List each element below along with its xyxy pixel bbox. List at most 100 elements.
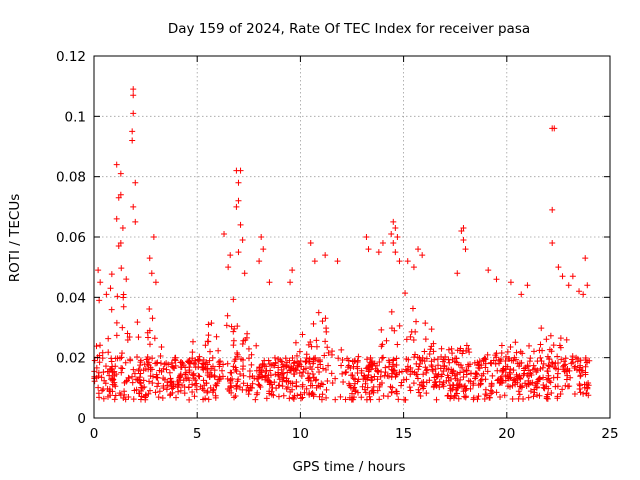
data-point bbox=[263, 374, 270, 381]
data-point bbox=[275, 393, 282, 400]
data-point bbox=[476, 365, 483, 372]
data-point bbox=[130, 86, 137, 93]
data-point bbox=[547, 332, 554, 339]
data-point bbox=[296, 348, 303, 355]
data-point bbox=[584, 359, 591, 366]
data-point bbox=[117, 240, 124, 247]
data-point bbox=[421, 348, 428, 355]
data-point bbox=[411, 369, 418, 376]
data-point bbox=[246, 373, 253, 380]
data-point bbox=[378, 355, 385, 362]
data-point bbox=[474, 359, 481, 366]
data-point bbox=[584, 282, 591, 289]
data-point bbox=[121, 388, 128, 395]
data-point bbox=[100, 386, 107, 393]
data-point bbox=[241, 270, 248, 277]
data-point bbox=[403, 367, 410, 374]
data-point bbox=[145, 390, 152, 397]
data-point bbox=[230, 328, 237, 335]
data-point bbox=[369, 376, 376, 383]
data-point bbox=[289, 386, 296, 393]
data-point bbox=[103, 291, 110, 298]
data-point bbox=[231, 358, 238, 365]
data-point bbox=[125, 393, 132, 400]
data-point bbox=[297, 358, 304, 365]
data-point bbox=[365, 246, 372, 253]
data-point bbox=[404, 258, 411, 265]
data-point bbox=[307, 377, 314, 384]
data-point bbox=[572, 363, 579, 370]
data-point bbox=[571, 391, 578, 398]
data-point bbox=[577, 389, 584, 396]
data-point bbox=[155, 394, 162, 401]
data-point bbox=[164, 382, 171, 389]
data-point bbox=[543, 383, 550, 390]
data-point bbox=[540, 374, 547, 381]
data-point bbox=[112, 392, 119, 399]
data-point bbox=[526, 342, 533, 349]
data-point bbox=[145, 334, 152, 341]
data-point bbox=[139, 384, 146, 391]
data-point bbox=[527, 388, 534, 395]
data-point bbox=[462, 385, 469, 392]
data-point bbox=[410, 264, 417, 271]
data-point bbox=[239, 341, 246, 348]
data-point bbox=[338, 346, 345, 353]
data-point bbox=[449, 350, 456, 357]
data-point bbox=[430, 340, 437, 347]
data-point bbox=[332, 375, 339, 382]
data-point bbox=[115, 194, 122, 201]
data-point bbox=[354, 370, 361, 376]
data-point bbox=[454, 270, 461, 277]
data-point bbox=[486, 394, 493, 401]
data-point bbox=[307, 240, 314, 247]
data-point bbox=[322, 315, 329, 322]
data-point bbox=[163, 360, 170, 367]
data-point bbox=[346, 394, 353, 401]
data-point bbox=[258, 369, 265, 376]
data-point bbox=[368, 377, 375, 384]
data-point bbox=[449, 370, 456, 377]
data-point bbox=[134, 353, 141, 360]
data-point bbox=[383, 337, 390, 344]
data-point bbox=[122, 359, 129, 366]
data-point bbox=[214, 380, 221, 387]
data-point bbox=[118, 265, 125, 272]
data-point bbox=[395, 396, 402, 403]
data-point bbox=[146, 378, 153, 385]
data-point bbox=[488, 381, 495, 388]
data-point bbox=[170, 364, 177, 371]
data-point bbox=[355, 353, 362, 360]
data-point bbox=[299, 381, 306, 388]
data-point bbox=[573, 354, 580, 361]
y-tick-label: 0.08 bbox=[56, 170, 86, 186]
data-point bbox=[104, 368, 111, 375]
data-point bbox=[109, 363, 116, 370]
data-point bbox=[299, 331, 306, 338]
data-point bbox=[96, 297, 103, 304]
data-point bbox=[245, 345, 252, 352]
data-point bbox=[129, 373, 136, 380]
data-point bbox=[415, 366, 422, 373]
data-point bbox=[363, 365, 370, 372]
data-point bbox=[168, 359, 175, 366]
data-point bbox=[543, 336, 550, 343]
data-point bbox=[182, 364, 189, 371]
data-point bbox=[394, 341, 401, 348]
data-point bbox=[283, 375, 290, 382]
data-point bbox=[268, 362, 275, 369]
data-point bbox=[537, 354, 544, 361]
data-point bbox=[95, 390, 102, 397]
data-point bbox=[186, 396, 193, 403]
data-point bbox=[156, 388, 163, 395]
data-point bbox=[136, 379, 143, 386]
x-tick-label: 5 bbox=[193, 426, 202, 442]
data-point bbox=[506, 369, 513, 376]
data-point bbox=[405, 356, 412, 363]
data-point bbox=[93, 364, 100, 371]
data-point bbox=[358, 394, 365, 401]
data-point bbox=[391, 367, 398, 374]
data-point bbox=[99, 387, 106, 394]
data-point bbox=[403, 336, 410, 343]
data-point bbox=[342, 396, 349, 403]
